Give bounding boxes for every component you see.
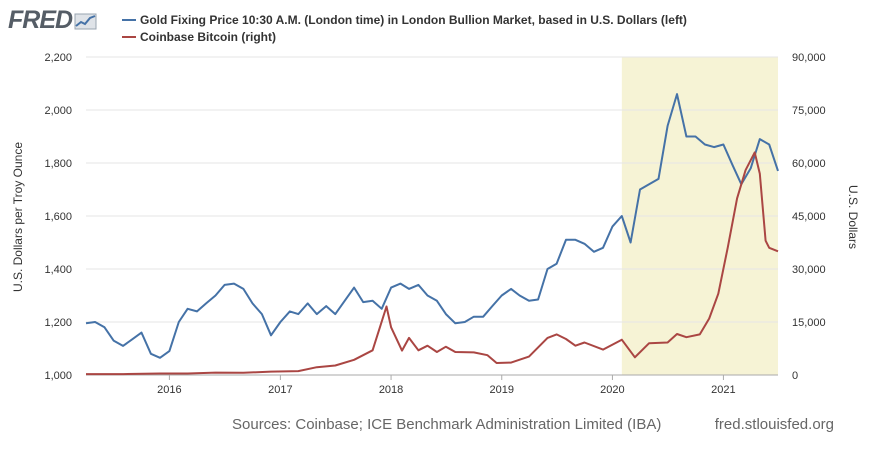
- series-line-gold: [85, 93, 779, 359]
- y-left-tick-label: 1,200: [44, 317, 72, 329]
- sources-note: Sources: Coinbase; ICE Benchmark Adminis…: [232, 416, 662, 433]
- y-left-tick-label: 2,200: [44, 52, 72, 64]
- y-left-tick-label: 1,600: [44, 211, 72, 223]
- fred-logo-text: FRED: [8, 6, 73, 34]
- y-right-tick-label: 90,000: [792, 52, 826, 64]
- legend-item-bitcoin[interactable]: Coinbase Bitcoin (right): [122, 28, 687, 45]
- site-link[interactable]: fred.stlouisfed.org: [714, 416, 834, 433]
- y-left-tick-label: 1,400: [44, 264, 72, 276]
- x-tick-label: 2016: [157, 384, 181, 396]
- y-right-tick-label: 30,000: [792, 264, 826, 276]
- y-right-tick-label: 75,000: [792, 105, 826, 117]
- y-left-tick-label: 1,000: [44, 370, 72, 382]
- chart-trend-icon: [74, 13, 97, 29]
- y-right-tick-label: 45,000: [792, 211, 826, 223]
- x-tick-label: 2019: [490, 384, 514, 396]
- chart-legend: Gold Fixing Price 10:30 A.M. (London tim…: [122, 11, 687, 45]
- x-tick-label: 2018: [379, 384, 403, 396]
- x-tick-label: 2021: [711, 384, 735, 396]
- legend-label-gold: Gold Fixing Price 10:30 A.M. (London tim…: [140, 12, 687, 27]
- y-left-tick-label: 1,800: [44, 158, 72, 170]
- y-left-tick-label: 2,000: [44, 105, 72, 117]
- y-axis-right-title: U.S. Dollars: [846, 185, 860, 249]
- y-right-tick-label: 60,000: [792, 158, 826, 170]
- fred-logo[interactable]: FRED: [8, 6, 98, 35]
- y-axis-left-title: U.S. Dollars per Troy Ounce: [11, 142, 25, 292]
- legend-label-bitcoin: Coinbase Bitcoin (right): [140, 29, 276, 44]
- x-tick-label: 2020: [600, 384, 624, 396]
- x-tick-label: 2017: [268, 384, 292, 396]
- legend-item-gold[interactable]: Gold Fixing Price 10:30 A.M. (London tim…: [122, 11, 687, 28]
- series-line-bitcoin: [86, 151, 779, 376]
- y-right-tick-label: 0: [792, 370, 798, 382]
- y-right-tick-label: 15,000: [792, 317, 826, 329]
- legend-swatch-bitcoin: [122, 35, 136, 38]
- legend-swatch-gold: [122, 18, 136, 21]
